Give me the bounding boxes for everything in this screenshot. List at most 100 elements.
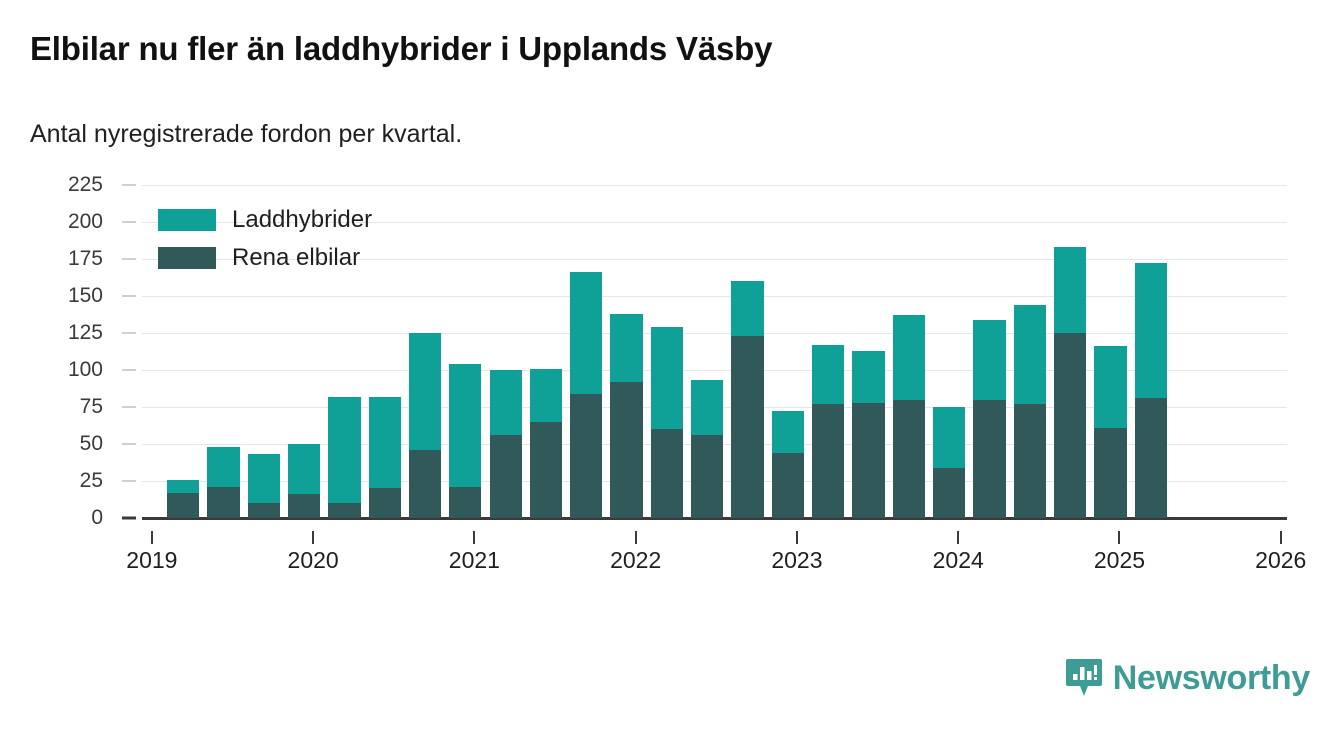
bar-segment-laddhybrider: [287, 444, 321, 495]
y-axis-tick-mark: [122, 295, 136, 297]
bar-group[interactable]: [408, 333, 442, 518]
bar-group[interactable]: [650, 327, 684, 518]
y-axis-tick-label: 25: [79, 469, 103, 492]
bar-segment-laddhybrider: [1013, 304, 1046, 405]
bar-group[interactable]: [731, 281, 764, 518]
y-axis-tick-label: 150: [67, 284, 103, 307]
bar-segment-laddhybrider: [731, 281, 764, 336]
bar-segment-rena-elbilar: [1134, 398, 1167, 518]
bar-segment-laddhybrider: [489, 370, 522, 436]
bar-segment-laddhybrider: [368, 396, 401, 489]
bar-segment-laddhybrider: [650, 327, 684, 430]
gridline: [142, 185, 1287, 186]
bar-segment-laddhybrider: [852, 350, 885, 403]
bar-segment-rena-elbilar: [973, 399, 1006, 518]
bar-group[interactable]: [166, 479, 200, 518]
page-title: Elbilar nu fler än laddhybrider i Upplan…: [30, 30, 773, 67]
bar-group[interactable]: [247, 454, 280, 518]
legend-item-rena-elbilar[interactable]: Rena elbilar: [158, 243, 372, 273]
bar-group[interactable]: [449, 364, 482, 518]
bar-group[interactable]: [207, 446, 240, 518]
bar-segment-rena-elbilar: [691, 435, 724, 518]
bar-segment-laddhybrider: [166, 479, 200, 493]
bar-group[interactable]: [287, 444, 321, 518]
x-axis-tick-label: 2021: [448, 547, 500, 573]
bar-group[interactable]: [1053, 247, 1087, 518]
y-axis-tick-mark: [122, 369, 136, 371]
x-axis-tick-mark: [634, 531, 637, 544]
bar-segment-laddhybrider: [529, 368, 563, 422]
bar-segment-laddhybrider: [570, 272, 603, 394]
page-subtitle: Antal nyregistrerade fordon per kvartal.: [30, 120, 463, 148]
axis-baseline: [142, 517, 1287, 520]
y-axis-tick-label: 225: [67, 173, 103, 196]
newsworthy-logo[interactable]: Newsworthy: [1065, 658, 1310, 698]
bar-group[interactable]: [570, 272, 603, 518]
bar-group[interactable]: [812, 344, 845, 518]
x-axis-tick-label: 2022: [610, 547, 662, 573]
bar-segment-rena-elbilar: [731, 335, 764, 518]
bar-group[interactable]: [610, 313, 643, 518]
bar-group[interactable]: [1013, 304, 1046, 518]
bar-group[interactable]: [1094, 346, 1127, 518]
bar-group[interactable]: [852, 350, 885, 518]
bar-segment-laddhybrider: [812, 344, 845, 405]
bar-group[interactable]: [933, 407, 966, 518]
x-axis-tick-label: 2026: [1255, 547, 1307, 573]
y-axis-tick-label: 0: [91, 506, 103, 529]
bar-segment-rena-elbilar: [408, 449, 442, 518]
x-axis-tick-mark: [957, 531, 960, 544]
legend-label-laddhybrider: Laddhybrider: [232, 206, 373, 233]
bar-segment-rena-elbilar: [1053, 333, 1087, 518]
y-axis-tick-mark: [122, 516, 136, 520]
gridline: [142, 370, 1287, 371]
bar-group[interactable]: [328, 396, 361, 518]
bar-group[interactable]: [489, 370, 522, 518]
bar-segment-laddhybrider: [449, 364, 482, 487]
x-axis-tick-label: 2024: [932, 547, 984, 573]
bar-segment-laddhybrider: [771, 411, 804, 453]
bar-segment-laddhybrider: [691, 380, 724, 436]
bar-group[interactable]: [973, 319, 1006, 518]
y-axis-tick-mark: [122, 184, 136, 186]
bar-group[interactable]: [892, 315, 925, 518]
gridline: [142, 259, 1287, 260]
bar-segment-rena-elbilar: [852, 402, 885, 518]
y-axis-tick-mark: [122, 332, 136, 334]
y-axis-tick-label: 100: [67, 358, 103, 381]
bar-segment-rena-elbilar: [771, 452, 804, 518]
gridline: [142, 296, 1287, 297]
y-axis-tick-mark: [122, 258, 136, 260]
legend-swatch-laddhybrider: [158, 209, 216, 231]
y-axis-tick-label: 75: [79, 395, 103, 418]
bar-group[interactable]: [368, 396, 401, 518]
bar-group[interactable]: [529, 368, 563, 518]
bar-segment-rena-elbilar: [449, 486, 482, 518]
x-axis-tick-label: 2019: [126, 547, 178, 573]
bar-segment-rena-elbilar: [287, 494, 321, 518]
x-axis-tick-mark: [473, 531, 476, 544]
y-axis-tick-label: 125: [67, 321, 103, 344]
gridline: [142, 333, 1287, 334]
brand-name: Newsworthy: [1112, 658, 1311, 697]
bar-segment-rena-elbilar: [650, 429, 684, 518]
legend-item-laddhybrider[interactable]: Laddhybrider: [158, 205, 372, 235]
bar-segment-rena-elbilar: [489, 435, 522, 518]
bar-segment-laddhybrider: [408, 333, 442, 450]
x-axis-tick-mark: [1279, 531, 1282, 544]
bar-group[interactable]: [691, 380, 724, 518]
y-axis-tick-label: 175: [67, 247, 103, 270]
bar-segment-laddhybrider: [1134, 263, 1167, 399]
bar-segment-rena-elbilar: [892, 399, 925, 518]
bar-segment-rena-elbilar: [812, 404, 845, 518]
legend-swatch-rena-elbilar: [158, 247, 216, 269]
bar-group[interactable]: [771, 411, 804, 518]
x-axis-tick-mark: [312, 531, 315, 544]
y-axis-tick-mark: [122, 406, 136, 408]
bar-segment-rena-elbilar: [1013, 404, 1046, 518]
bar-group[interactable]: [1134, 263, 1167, 518]
y-axis-tick-mark: [122, 443, 136, 445]
bar-segment-rena-elbilar: [247, 503, 280, 518]
x-axis-tick-mark: [1118, 531, 1121, 544]
x-axis-tick-label: 2025: [1093, 547, 1146, 573]
